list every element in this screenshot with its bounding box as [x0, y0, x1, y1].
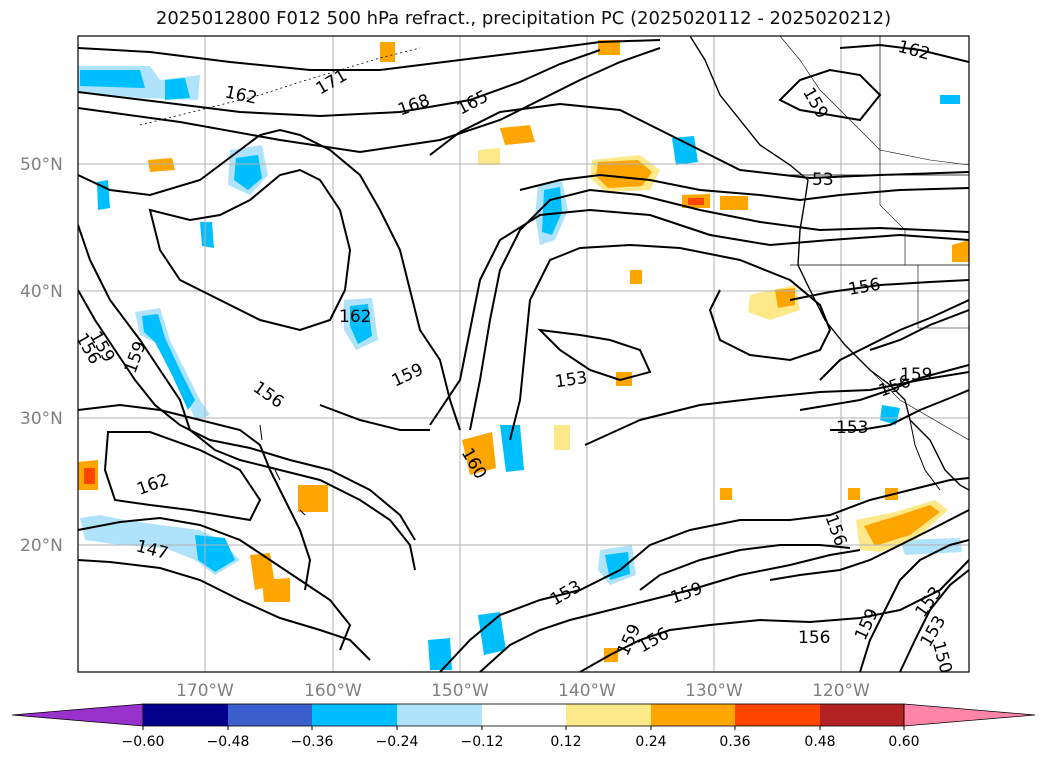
map-title: 2025012800 F012 500 hPa refract., precip…: [155, 8, 892, 29]
lon-label-150w: 150°W: [431, 681, 489, 701]
colorbar-tick-label: 0.36: [719, 734, 750, 750]
colorbar-tick-label: 0.48: [804, 734, 835, 750]
colorbar-extend-max: [903, 703, 1036, 727]
lat-label-50n: 50°N: [20, 155, 63, 175]
colorbar-tick-label: −0.12: [461, 734, 504, 750]
colorbar-segment: [566, 704, 651, 726]
contour-label: 159: [900, 365, 932, 385]
lon-label-140w: 140°W: [558, 681, 616, 701]
colorbar-segment: [143, 704, 228, 726]
lon-label-170w: 170°W: [176, 681, 234, 701]
colorbar: −0.60 −0.48 −0.36 −0.24 −0.12 0.12 0.24 0.36 0.4…: [11, 703, 1036, 750]
colorbar-tick-label: 0.24: [635, 734, 666, 750]
colorbar-segment: [651, 704, 735, 726]
colorbar-tick-label: −0.60: [122, 734, 165, 750]
map-plot-area: 162 171 162 168 165 159 53 156 162 159 1…: [78, 36, 969, 672]
lat-label-30n: 30°N: [20, 409, 63, 429]
contour-label: 153: [554, 368, 589, 392]
colorbar-extend-min: [11, 703, 144, 727]
colorbar-segment: [735, 704, 820, 726]
longitude-labels: 170°W 160°W 150°W 140°W 130°W 120°W: [176, 681, 870, 701]
colorbar-tick-label: −0.48: [207, 734, 250, 750]
lon-label-120w: 120°W: [812, 681, 870, 701]
lon-label-160w: 160°W: [304, 681, 362, 701]
colorbar-segment: [482, 704, 566, 726]
contour-label: 162: [339, 307, 371, 327]
coastlines: [139, 36, 969, 516]
map-frame: [77, 35, 970, 673]
colorbar-segment: [228, 704, 312, 726]
lat-label-20n: 20°N: [20, 536, 63, 556]
latitude-labels: 50°N 40°N 30°N 20°N: [20, 155, 63, 556]
colorbar-tick-label: −0.24: [376, 734, 419, 750]
colorbar-segment: [397, 704, 482, 726]
colorbar-tick-label: 0.60: [888, 734, 919, 750]
contour-lines: [78, 39, 969, 672]
lon-label-130w: 130°W: [685, 681, 743, 701]
contour-label: 153: [836, 418, 868, 438]
contour-label: 53: [812, 170, 834, 190]
lat-label-40n: 40°N: [20, 282, 63, 302]
colorbar-segment: [312, 704, 397, 726]
colorbar-segment: [820, 704, 904, 726]
colorbar-tick-label: −0.36: [291, 734, 334, 750]
colorbar-tick-label: 0.12: [550, 734, 581, 750]
contour-label: 156: [798, 628, 830, 648]
colorbar-frame: [142, 703, 905, 727]
